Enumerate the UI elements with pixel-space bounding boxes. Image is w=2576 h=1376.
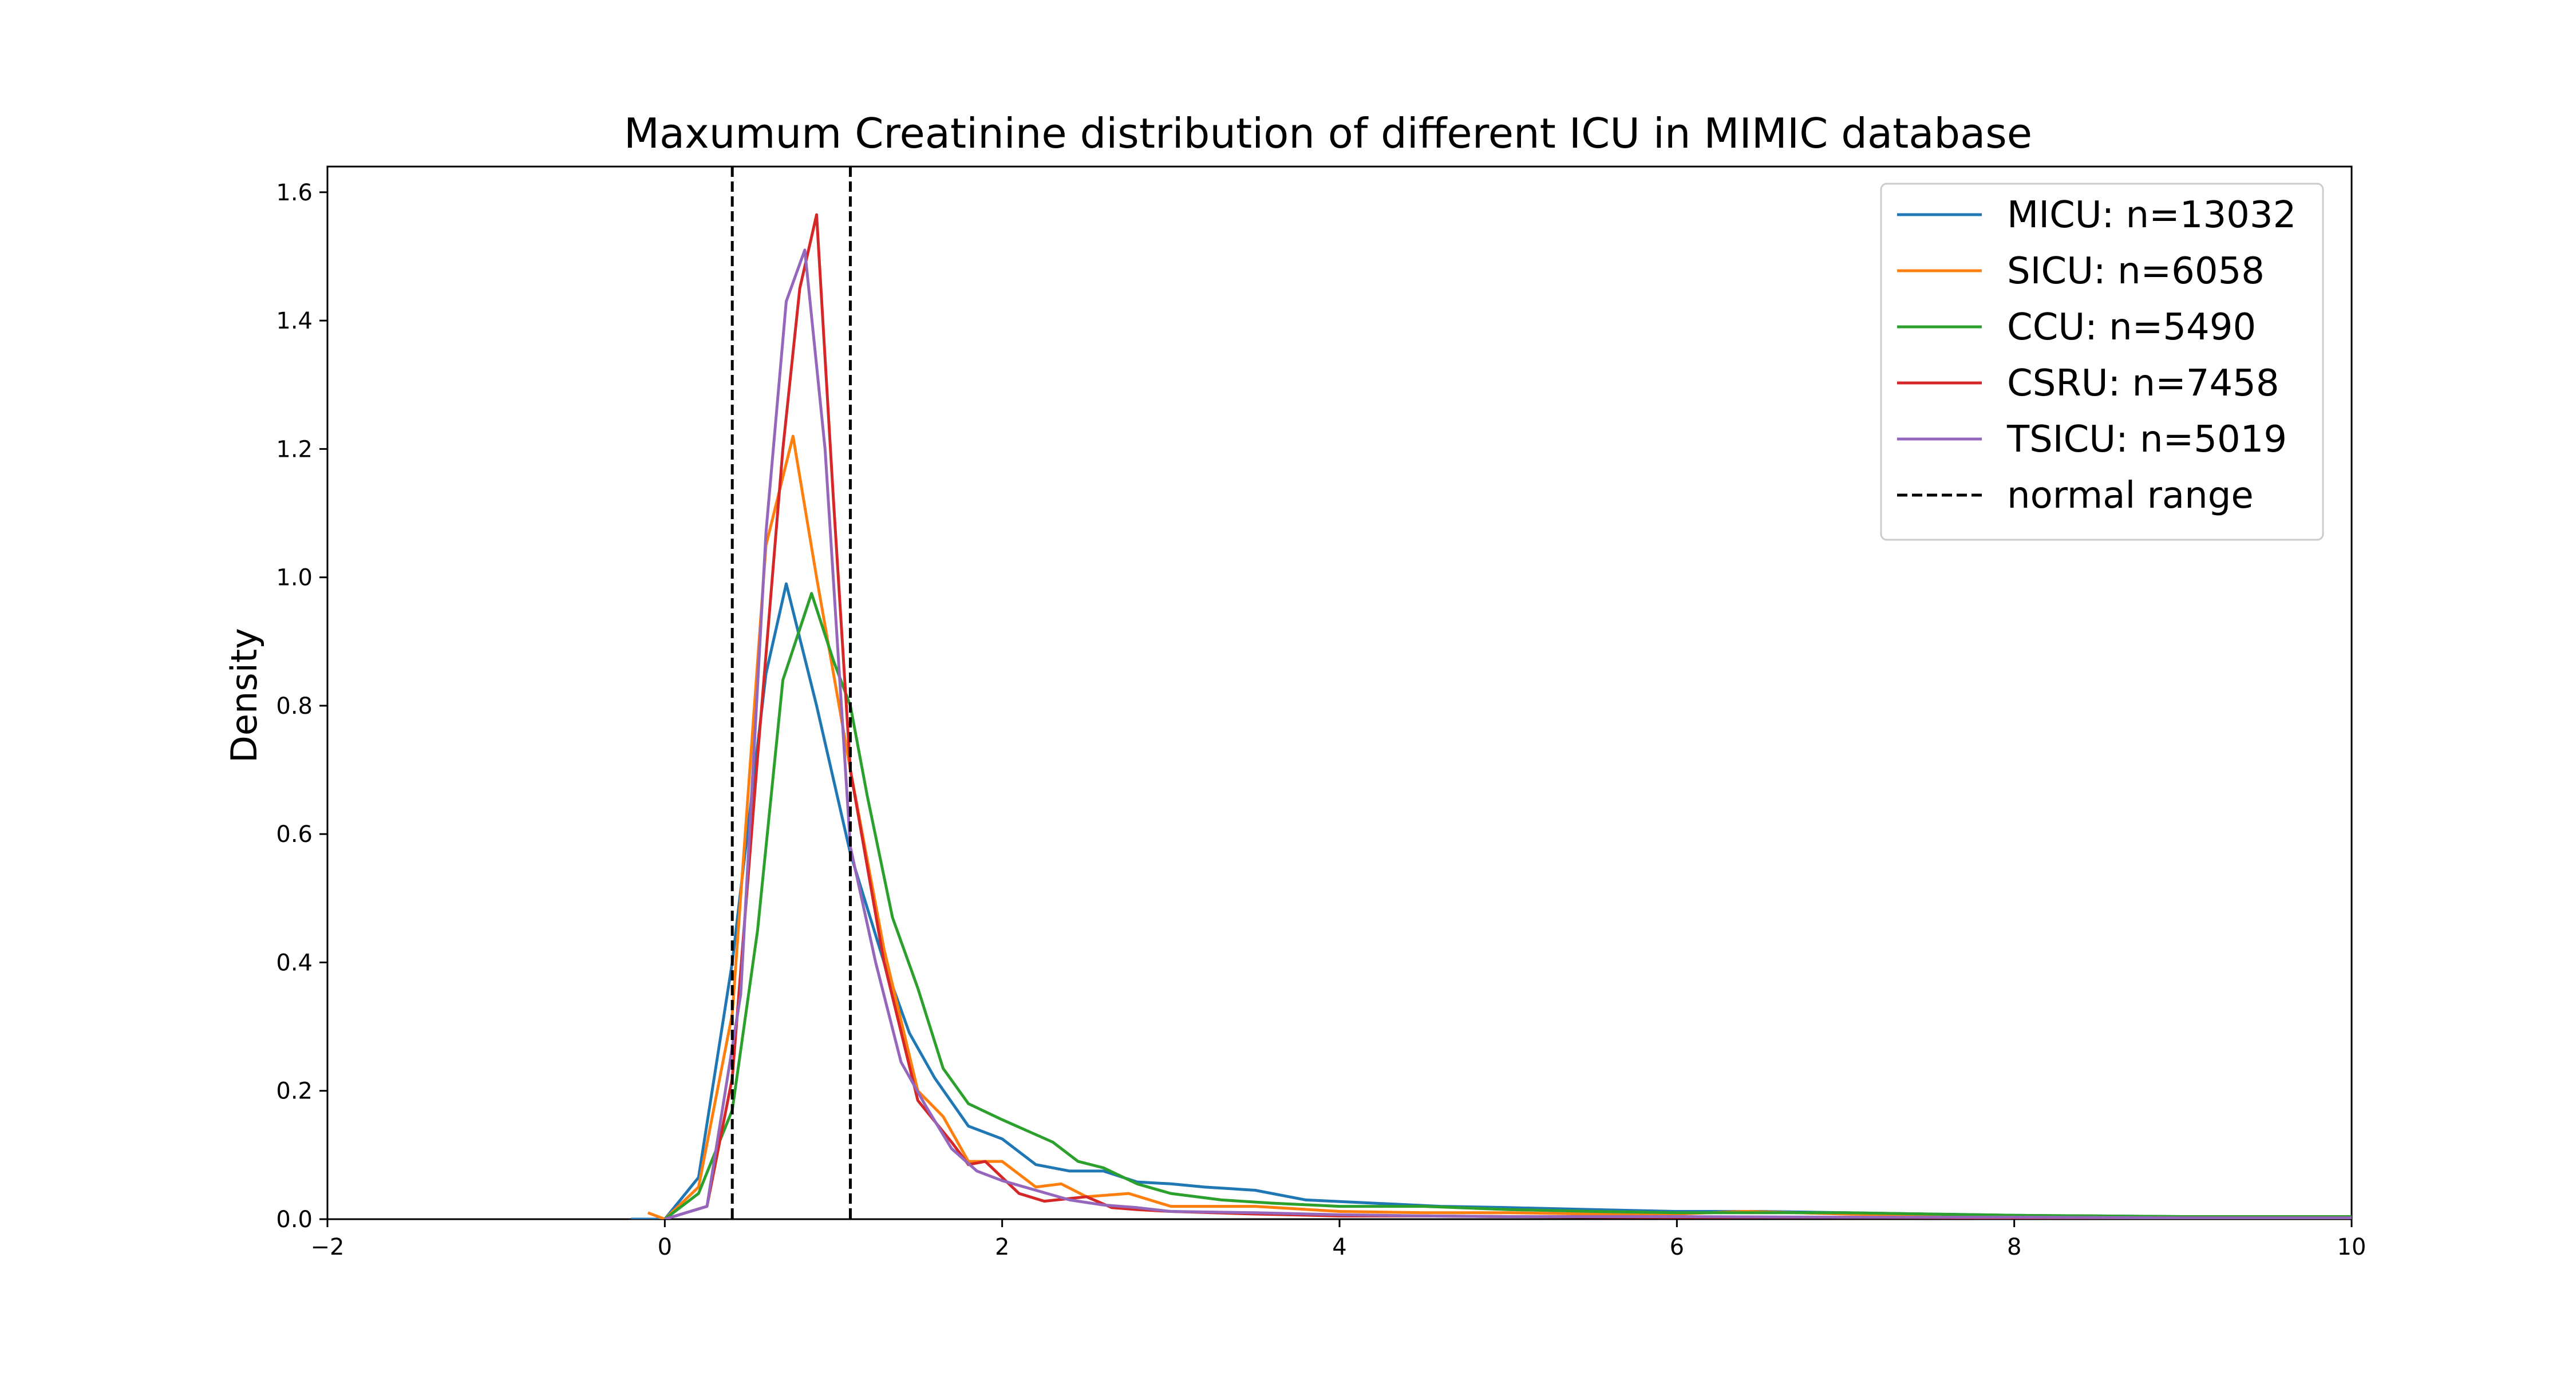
chart-title: Maxumum Creatinine distribution of diffe… <box>624 109 2032 157</box>
legend-label: MICU: n=13032 <box>2007 194 2296 236</box>
y-tick-label: 0.8 <box>276 693 313 719</box>
y-tick-label: 0.4 <box>276 950 313 976</box>
x-tick-label: 8 <box>2007 1234 2021 1260</box>
x-tick-label: 6 <box>1670 1234 1684 1260</box>
x-tick-label: 0 <box>658 1234 672 1260</box>
x-tick-label: −2 <box>311 1234 345 1260</box>
y-axis-label: Density <box>223 628 265 763</box>
x-tick-label: 2 <box>995 1234 1009 1260</box>
legend-label: SICU: n=6058 <box>2007 250 2265 292</box>
x-tick-label: 4 <box>1332 1234 1346 1260</box>
legend-label: normal range <box>2007 475 2254 517</box>
series-group <box>631 213 2352 1219</box>
y-tick-label: 0.2 <box>276 1078 313 1105</box>
series-line-5 <box>664 248 2352 1219</box>
legend: MICU: n=13032 SICU: n=6058 CCU: n=5490 CSRU… <box>1880 183 2324 541</box>
y-tick-label: 1.6 <box>276 180 313 206</box>
y-tick-label: 0.6 <box>276 821 313 848</box>
legend-label: TSICU: n=5019 <box>2006 418 2287 461</box>
y-tick-label: 1.0 <box>276 565 313 591</box>
legend-box <box>1880 183 2324 541</box>
legend-label: CCU: n=5490 <box>2007 306 2256 349</box>
series-line-3 <box>663 592 2352 1219</box>
y-tick-label: 0.0 <box>276 1207 313 1233</box>
plot-area: −2 0 2 4 6 8 10 0.0 0.2 0.4 0.6 0.8 1.0 1.2 1.4 1.6 <box>276 165 2366 1260</box>
x-tick-label: 10 <box>2337 1234 2366 1260</box>
y-tick-label: 1.4 <box>276 308 313 334</box>
y-tick-label: 1.2 <box>276 436 313 462</box>
legend-label: CSRU: n=7458 <box>2007 362 2279 405</box>
